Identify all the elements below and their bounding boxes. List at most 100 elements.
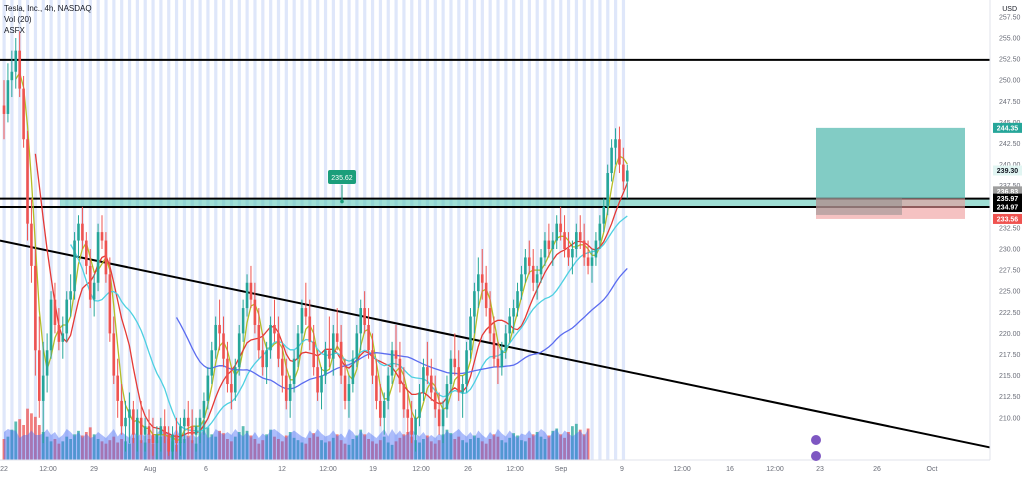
session-stripe: [182, 0, 187, 460]
volume-bar: [92, 434, 96, 460]
volume-bar: [202, 420, 206, 460]
candle-body: [563, 232, 566, 249]
candle-body: [343, 375, 347, 401]
volume-bar: [316, 436, 319, 460]
candle-body: [429, 375, 433, 393]
volume-bar: [520, 440, 523, 460]
candle-body: [194, 426, 198, 435]
session-stripe: [88, 0, 92, 460]
volume-bar: [14, 421, 18, 460]
volume-bar: [300, 442, 304, 460]
candle-body: [586, 257, 590, 266]
volume-bar: [484, 443, 488, 460]
price-tick-label: 217.50: [999, 352, 1021, 359]
volume-bar: [363, 434, 367, 460]
volume-bar: [375, 443, 378, 460]
candle-body: [371, 350, 374, 376]
price-tick-label: 215.00: [999, 373, 1021, 380]
session-stripe: [496, 0, 500, 460]
event-marker-icon: [811, 435, 821, 445]
volume-bar: [539, 436, 543, 460]
candle-body: [457, 367, 461, 393]
candle-body: [390, 350, 394, 376]
candle-body: [45, 350, 49, 376]
candle-body: [316, 367, 319, 393]
volume-bar: [331, 437, 335, 460]
volume-bar: [555, 428, 559, 460]
volume-bar: [37, 425, 41, 460]
session-stripe: [355, 0, 359, 460]
legend-volume-indicator: Vol (20): [4, 15, 32, 24]
time-tick-label: 12:00: [319, 466, 337, 473]
candle-body: [324, 350, 327, 376]
volume-bar: [182, 439, 186, 460]
volume-bar: [425, 435, 429, 460]
price-tick-label: 225.00: [999, 289, 1021, 296]
time-tick-label: 12: [278, 466, 286, 473]
volume-bar: [445, 429, 449, 460]
volume-bar: [81, 435, 84, 460]
volume-bar: [406, 432, 410, 460]
candle-body: [249, 282, 253, 300]
volume-bar: [578, 429, 582, 460]
candle-body: [296, 333, 300, 359]
candle-body: [14, 50, 18, 72]
volume-bar: [49, 441, 53, 460]
session-stripe: [457, 0, 461, 460]
time-tick-label: 26: [464, 466, 472, 473]
candle-body: [230, 384, 233, 393]
candle-body: [414, 417, 417, 435]
volume-bar: [116, 442, 120, 460]
volume-bar: [22, 425, 25, 460]
candle-body: [245, 282, 249, 309]
candle-body: [198, 417, 202, 427]
volume-bar: [18, 419, 22, 460]
candle-body: [222, 333, 225, 359]
session-stripe: [551, 0, 555, 460]
price-tick-label: 227.50: [999, 268, 1021, 275]
candle-body: [567, 248, 570, 258]
volume-bar: [41, 432, 45, 460]
demand-zone: [60, 198, 990, 208]
volume-bar: [233, 436, 237, 460]
session-stripe: [120, 0, 124, 460]
session-stripe: [614, 0, 618, 460]
candle-body: [335, 333, 339, 342]
candle-body: [547, 240, 551, 249]
volume-bar: [465, 442, 468, 460]
candle-body: [30, 223, 33, 266]
candle-body: [473, 291, 476, 317]
candle-body: [320, 375, 323, 393]
candle-body: [143, 426, 147, 435]
candle-body: [398, 358, 402, 385]
volume-bar: [84, 432, 88, 460]
time-tick-label: Oct: [927, 466, 938, 473]
volume-bars: [2, 408, 590, 460]
candle-body: [363, 308, 366, 325]
volume-bar: [531, 434, 535, 460]
volume-bar: [194, 443, 198, 460]
volume-bar: [190, 440, 194, 460]
volume-bar: [112, 436, 116, 460]
session-stripe: [418, 0, 422, 460]
session-stripe: [606, 0, 610, 460]
time-tick-label: 19: [369, 466, 377, 473]
candle-body: [277, 333, 280, 359]
candle-body: [610, 147, 613, 174]
candle-body: [386, 375, 390, 401]
candle-body: [226, 358, 229, 385]
candle-body: [539, 257, 543, 275]
candle-body: [147, 426, 151, 435]
price-label-box: [993, 202, 1022, 213]
candle-body: [218, 324, 221, 334]
volume-bar: [241, 426, 245, 460]
candle-body: [312, 341, 315, 368]
candle-body: [406, 409, 410, 418]
volume-bar: [131, 437, 135, 460]
session-stripe: [386, 0, 390, 460]
volume-bar: [175, 444, 178, 460]
volume-bar: [10, 429, 14, 460]
dividend-marker-icon: [811, 451, 821, 461]
candle-body: [88, 265, 92, 300]
